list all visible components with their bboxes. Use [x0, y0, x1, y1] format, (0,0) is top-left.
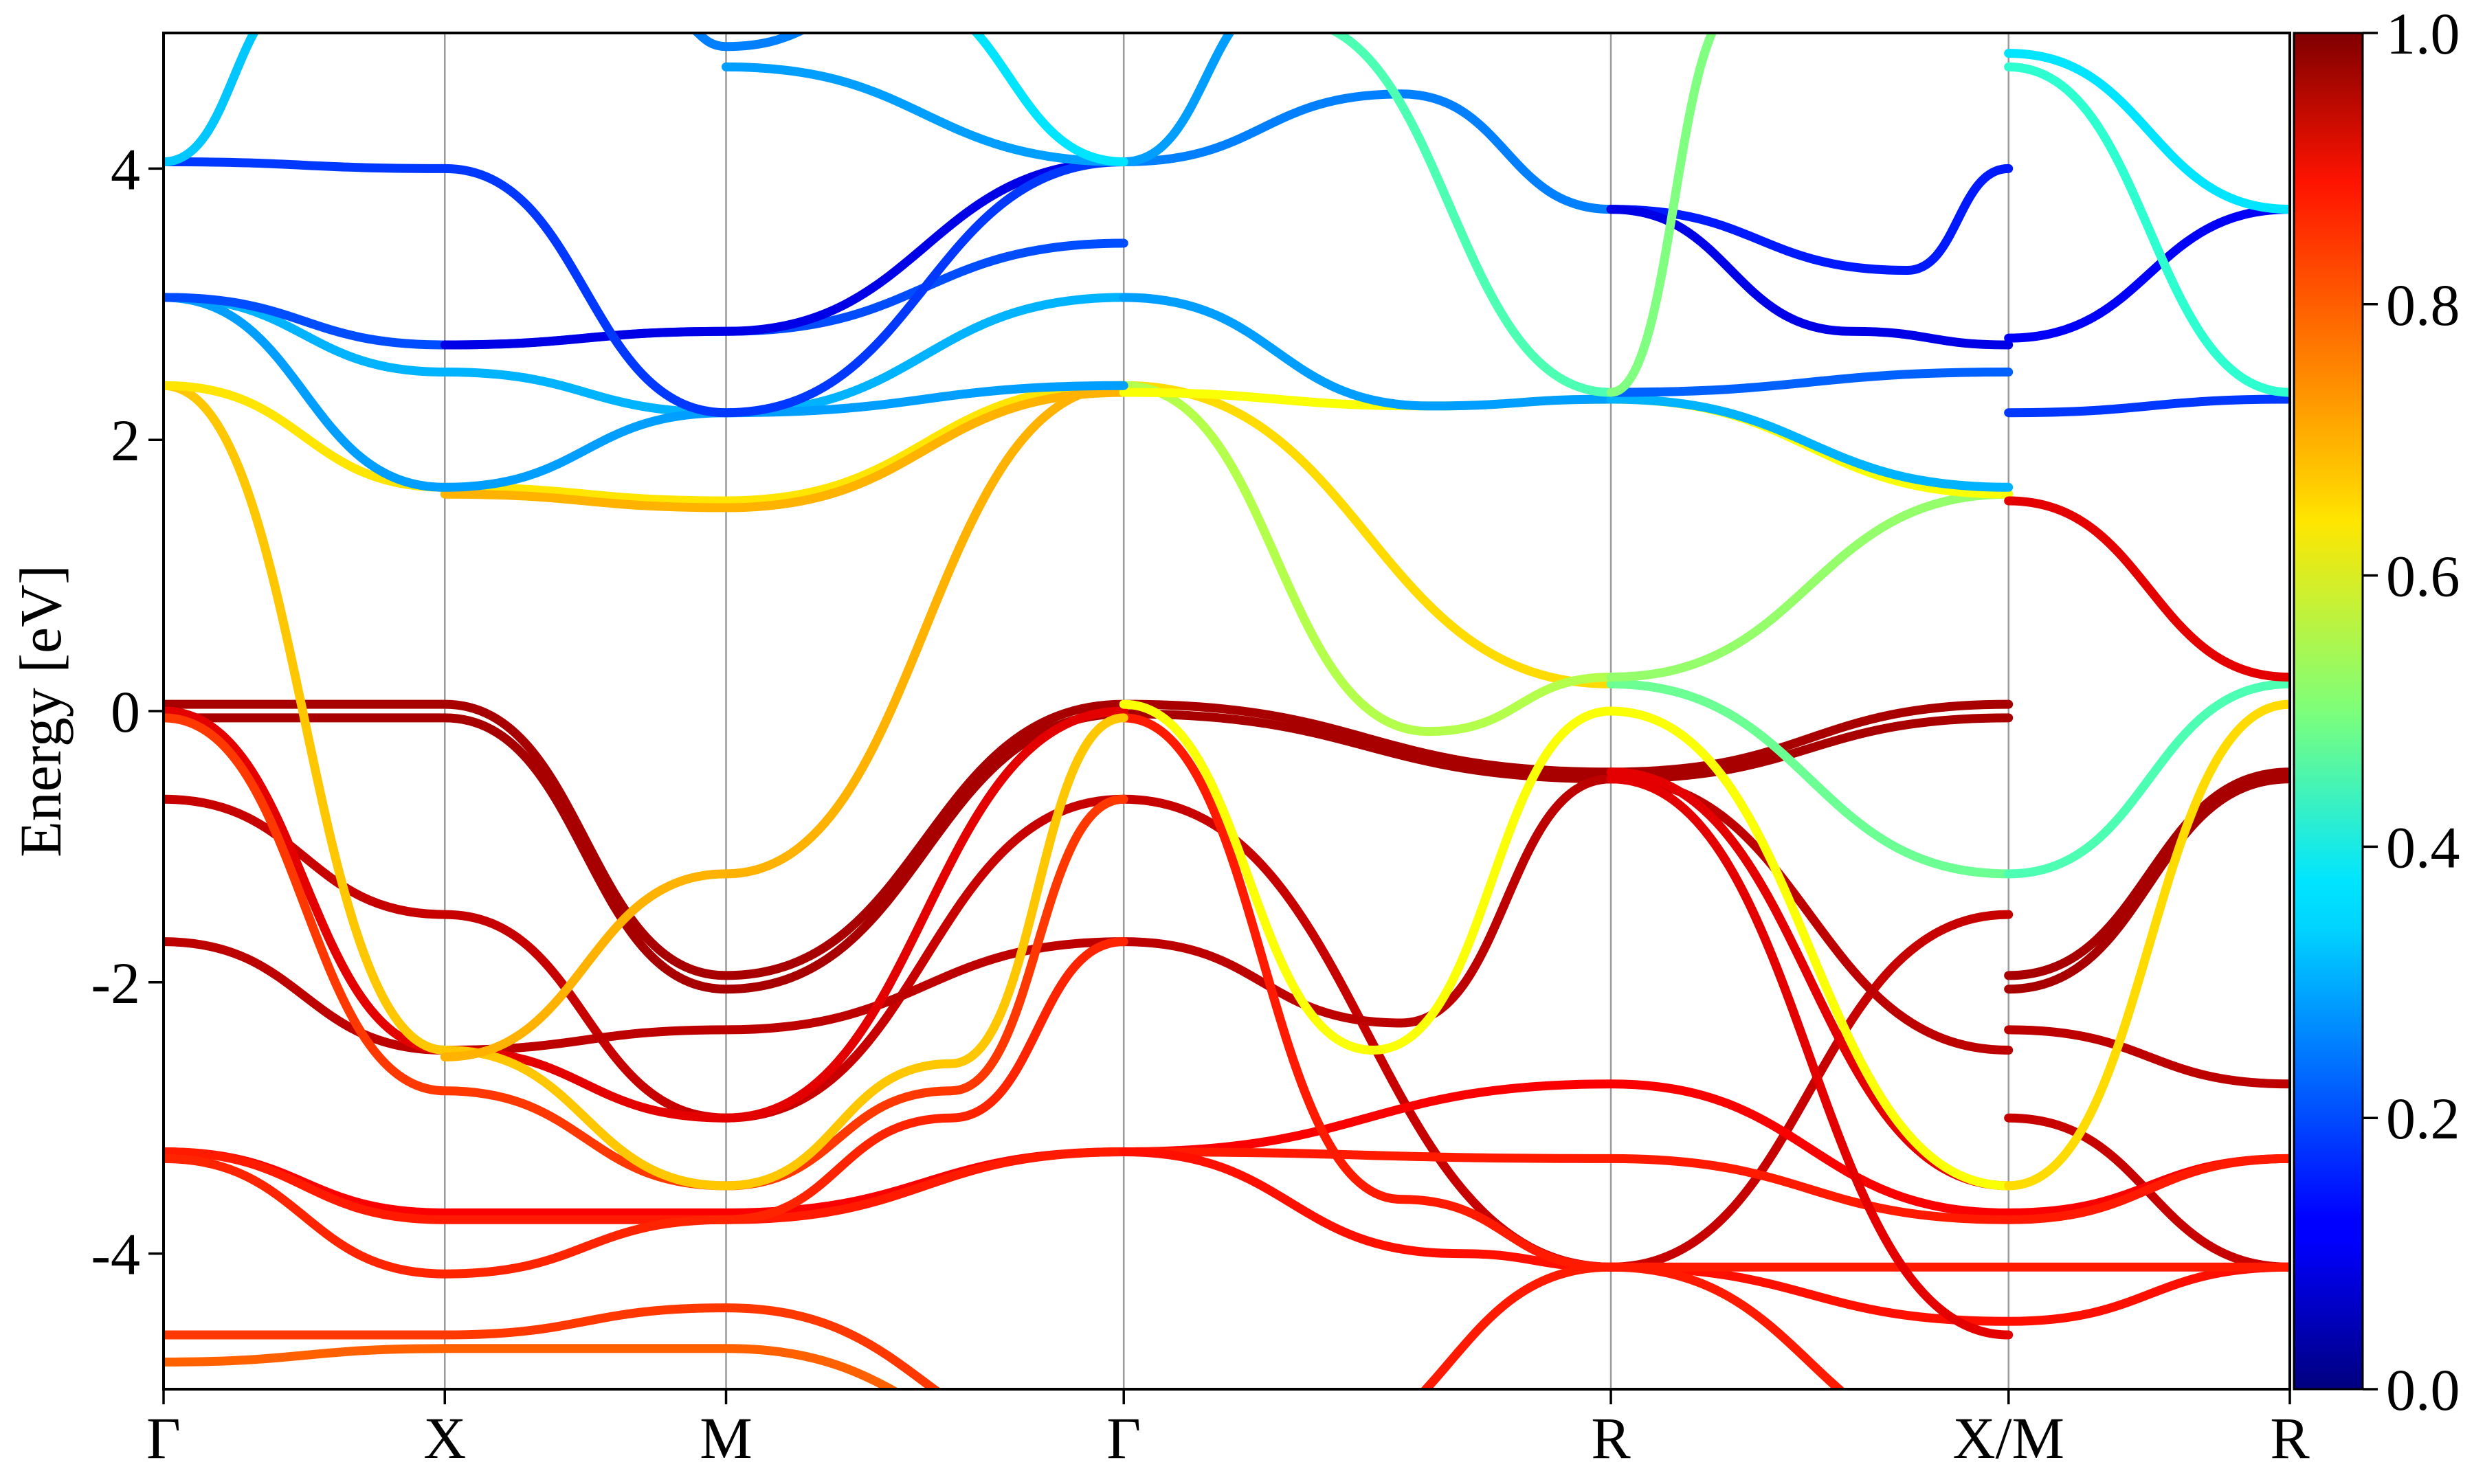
band-line-21 — [164, 1344, 900, 1389]
band-line-41 — [440, 157, 1128, 350]
band-line-17 — [1119, 713, 2290, 1272]
band-line-25 — [2004, 699, 2290, 1191]
x-tick-label: M — [700, 1405, 752, 1471]
x-tick-label: Γ — [146, 1405, 181, 1471]
band-line-56 — [1606, 33, 1717, 397]
band-line-57 — [691, 33, 807, 52]
band-line-39 — [1606, 394, 2014, 492]
band-line-53 — [1119, 33, 1235, 166]
y-tick-label: 0 — [111, 679, 140, 745]
band-line-27 — [1119, 381, 1616, 688]
band-line-28 — [1606, 679, 2014, 879]
band-line-29 — [2004, 679, 2290, 879]
band-line-23 — [164, 381, 1128, 1191]
x-tick-label: R — [1591, 1405, 1631, 1471]
band-line-36 — [164, 293, 1128, 418]
band-line-47 — [2004, 205, 2290, 343]
y-axis-label: Energy [eV] — [8, 565, 74, 857]
band-line-1 — [164, 709, 2014, 994]
band-line-0 — [164, 699, 2014, 980]
y-tick-label: 2 — [111, 407, 140, 473]
band-line-43 — [1119, 89, 1616, 214]
colorbar-axis: 0.0 0.2 0.4 0.6 0.8 1.0 — [2363, 1, 2460, 1423]
x-axis: Γ X M Γ R X/M R — [146, 1389, 2310, 1471]
band-line-44 — [1606, 164, 2014, 275]
band-line-30 — [1119, 381, 1616, 737]
band-line-46 — [1606, 368, 2014, 397]
band-line-37 — [164, 293, 1128, 492]
band-line-38 — [1119, 293, 1616, 411]
band-line-33 — [440, 387, 1128, 513]
y-tick-label: -4 — [91, 1222, 140, 1288]
band-line-35 — [2004, 496, 2290, 682]
band-line-13 — [2004, 1154, 2290, 1224]
band-line-51 — [164, 33, 259, 166]
x-tick-label: R — [2270, 1405, 2310, 1471]
y-tick-label: -2 — [91, 950, 140, 1016]
band-line-32 — [164, 381, 1128, 506]
colorbar-tick-label: 0.8 — [2386, 272, 2460, 338]
x-tick-label: X/M — [1953, 1405, 2064, 1471]
band-line-31 — [1606, 489, 2014, 682]
colorbar-tick-label: 0.6 — [2386, 543, 2460, 609]
band-line-24 — [1119, 699, 2014, 1191]
colorbar-tick-label: 0.4 — [2386, 814, 2460, 880]
band-line-55 — [1328, 33, 1616, 397]
band-line-2 — [2004, 767, 2290, 980]
band-line-14 — [164, 937, 1128, 1279]
band-line-50 — [2004, 62, 2290, 397]
band-line-9 — [164, 706, 1128, 1123]
band-line-26 — [440, 381, 1128, 1061]
colorbar — [2293, 32, 2364, 1391]
band-line-7 — [1606, 774, 2014, 1055]
x-tick-label: Γ — [1106, 1405, 1141, 1471]
band-line-42 — [164, 157, 1128, 418]
colorbar-tick-label: 1.0 — [2386, 1, 2460, 67]
band-line-4 — [164, 794, 2014, 1272]
y-axis: -4 -2 0 2 4 — [91, 136, 164, 1288]
band-line-48 — [2004, 394, 2290, 418]
band-line-12 — [164, 1147, 2014, 1224]
colorbar-tick-label: 0.2 — [2386, 1086, 2460, 1151]
x-tick-label: X — [423, 1405, 466, 1471]
band-line-49 — [2004, 49, 2290, 214]
y-tick-label: 4 — [111, 136, 140, 202]
band-line-54 — [970, 33, 1128, 166]
band-line-8 — [2004, 1025, 2290, 1089]
band-line-3 — [2004, 774, 2290, 994]
bands-group — [164, 33, 2290, 1389]
band-line-22 — [1420, 1262, 1846, 1389]
band-line-34 — [1119, 387, 2014, 499]
band-line-18 — [1606, 767, 2014, 1191]
band-line-6 — [164, 774, 1616, 1055]
band-line-19 — [1606, 774, 2014, 1340]
band-line-45 — [1606, 205, 2014, 350]
band-line-52 — [722, 62, 1128, 166]
colorbar-tick-label: 0.0 — [2386, 1357, 2460, 1423]
band-line-20 — [164, 1303, 941, 1389]
